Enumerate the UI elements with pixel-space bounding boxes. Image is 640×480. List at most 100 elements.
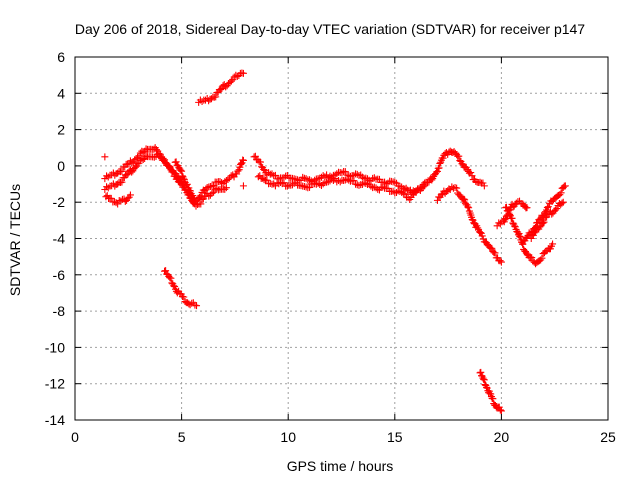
data-point: [539, 219, 547, 227]
data-point: [165, 162, 173, 170]
data-point: [387, 177, 395, 185]
series-track-f: [433, 183, 505, 266]
data-point: [328, 175, 336, 183]
data-point: [516, 232, 524, 240]
axis-ticks: 0 5 10 15 20 25 -14 -12 -10 -8 -6 -4 -2 0 2 4 6: [45, 49, 616, 445]
data-point: [496, 257, 504, 265]
data-point: [510, 222, 518, 230]
data-point: [399, 189, 407, 197]
data-point: [471, 220, 479, 228]
data-point: [543, 204, 551, 212]
data-point: [338, 169, 346, 177]
data-point: [172, 158, 180, 166]
data-point: [453, 184, 461, 192]
data-point: [280, 179, 288, 187]
data-point: [150, 153, 158, 161]
chart-title: Day 206 of 2018, Sidereal Day-to-day VTE…: [75, 21, 585, 37]
series-track-d: [161, 267, 201, 310]
data-point: [103, 172, 111, 180]
data-point: [350, 177, 358, 185]
data-point: [464, 203, 472, 211]
x-tick-label: 5: [178, 429, 186, 445]
data-point: [544, 203, 552, 211]
data-point: [358, 173, 366, 181]
data-point: [233, 72, 241, 80]
data-point: [101, 153, 109, 161]
data-point: [336, 178, 344, 186]
data-point: [198, 98, 206, 106]
data-point: [468, 216, 476, 224]
series-outliers: [101, 153, 247, 190]
data-point: [208, 189, 216, 197]
data-point: [435, 164, 443, 172]
data-point: [557, 189, 565, 197]
data-point: [419, 183, 427, 191]
data-point: [319, 180, 327, 188]
data-point: [496, 406, 504, 414]
y-tick-label: 4: [57, 85, 65, 101]
data-point: [271, 171, 279, 179]
data-point: [251, 152, 259, 160]
data-point: [501, 216, 509, 224]
data-point: [523, 204, 531, 212]
data-point: [152, 146, 160, 154]
data-point: [103, 183, 111, 191]
series-track-c: [195, 69, 247, 106]
data-point: [290, 179, 298, 187]
data-point: [436, 159, 444, 167]
data-point: [167, 274, 175, 282]
series-track-e: [250, 147, 488, 196]
data-point: [333, 170, 341, 178]
grid-lines: [75, 57, 608, 420]
y-tick-label: -12: [45, 376, 65, 392]
data-point: [201, 96, 209, 104]
data-point: [480, 182, 488, 190]
data-point: [222, 184, 230, 192]
data-point: [118, 167, 126, 175]
data-point: [162, 267, 170, 275]
data-point: [177, 166, 185, 174]
data-point: [396, 187, 404, 195]
data-point: [398, 188, 406, 196]
data-point: [214, 186, 222, 194]
data-point: [362, 179, 370, 187]
data-point: [114, 200, 122, 208]
data-point: [379, 183, 387, 191]
data-point: [461, 196, 469, 204]
data-point: [478, 232, 486, 240]
data-point: [282, 172, 290, 180]
data-point: [432, 168, 440, 176]
y-tick-label: -6: [53, 267, 66, 283]
data-point: [381, 178, 389, 186]
data-point: [316, 181, 324, 189]
data-point: [302, 175, 310, 183]
data-point: [217, 86, 225, 94]
data-point: [172, 170, 180, 178]
data-point: [448, 183, 456, 191]
data-point: [183, 180, 191, 188]
data-point: [465, 204, 473, 212]
data-point: [482, 383, 490, 391]
data-point: [407, 193, 415, 201]
data-point: [185, 190, 193, 198]
data-point: [234, 167, 242, 175]
data-point: [561, 182, 569, 190]
data-point: [283, 182, 291, 190]
data-point: [433, 167, 441, 175]
data-point: [461, 199, 469, 207]
data-point: [516, 233, 524, 241]
data-point: [221, 185, 229, 193]
series-track-b: [171, 156, 247, 205]
x-tick-label: 15: [387, 429, 403, 445]
data-point: [421, 182, 429, 190]
data-point: [180, 293, 188, 301]
data-point: [131, 163, 139, 171]
x-tick-label: 10: [280, 429, 296, 445]
data-point: [470, 219, 478, 227]
data-point: [467, 169, 475, 177]
data-point: [263, 176, 271, 184]
data-points: [101, 69, 569, 415]
data-point: [489, 395, 497, 403]
y-tick-label: 2: [57, 122, 65, 138]
data-point: [212, 93, 220, 101]
